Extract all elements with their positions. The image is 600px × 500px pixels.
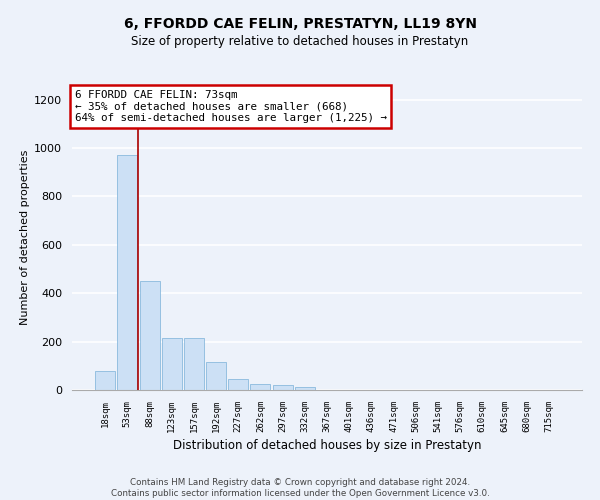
Text: Contains HM Land Registry data © Crown copyright and database right 2024.
Contai: Contains HM Land Registry data © Crown c…: [110, 478, 490, 498]
Text: Size of property relative to detached houses in Prestatyn: Size of property relative to detached ho…: [131, 35, 469, 48]
Bar: [118, 155, 137, 390]
Bar: [162, 338, 182, 390]
Bar: [250, 384, 271, 390]
Bar: [140, 281, 160, 390]
Bar: [206, 362, 226, 390]
Text: 6 FFORDD CAE FELIN: 73sqm
← 35% of detached houses are smaller (668)
64% of semi: 6 FFORDD CAE FELIN: 73sqm ← 35% of detac…: [74, 90, 386, 123]
Bar: [272, 384, 293, 390]
Y-axis label: Number of detached properties: Number of detached properties: [20, 150, 30, 325]
X-axis label: Distribution of detached houses by size in Prestatyn: Distribution of detached houses by size …: [173, 439, 481, 452]
Bar: [184, 338, 204, 390]
Bar: [95, 370, 115, 390]
Text: 6, FFORDD CAE FELIN, PRESTATYN, LL19 8YN: 6, FFORDD CAE FELIN, PRESTATYN, LL19 8YN: [124, 18, 476, 32]
Bar: [228, 379, 248, 390]
Bar: [295, 387, 315, 390]
